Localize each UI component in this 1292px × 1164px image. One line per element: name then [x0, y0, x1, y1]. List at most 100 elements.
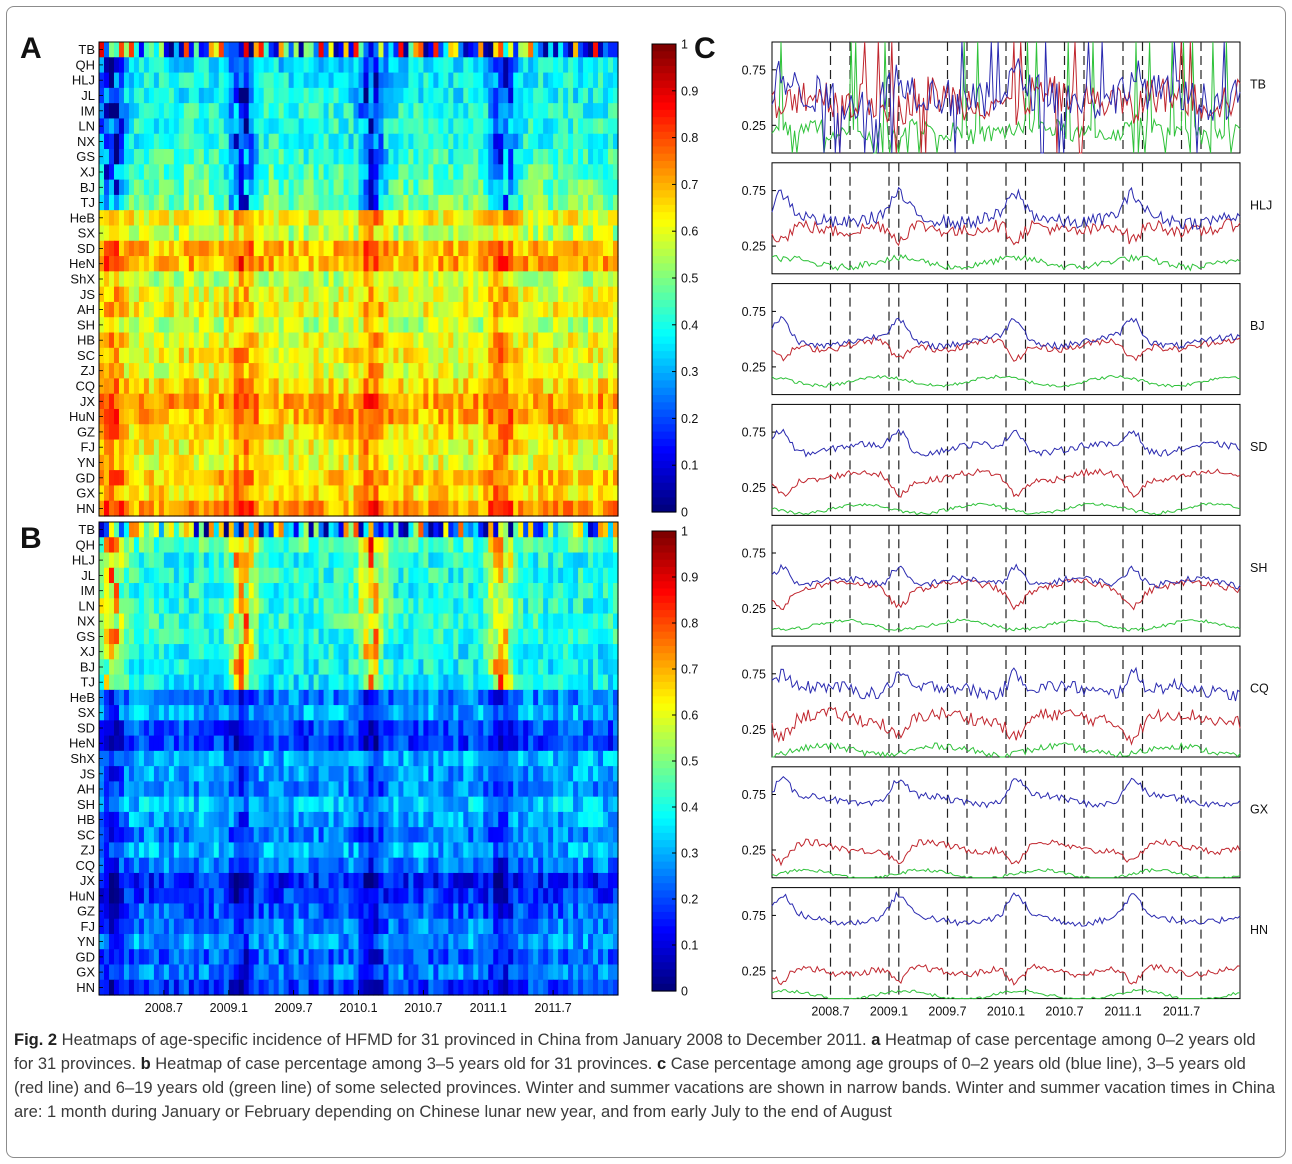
heat-cell	[398, 720, 405, 737]
heat-cell	[298, 567, 305, 584]
heat-cell	[298, 57, 305, 74]
heat-cell	[193, 87, 200, 104]
heat-cell	[488, 164, 494, 181]
heat-cell	[418, 628, 424, 645]
heat-cell	[203, 485, 210, 502]
heat-cell	[373, 118, 380, 135]
heat-cell	[108, 363, 115, 379]
heat-cell	[483, 133, 489, 150]
heat-cell	[213, 408, 220, 425]
heat-cell	[228, 567, 235, 584]
heat-cell	[433, 87, 439, 104]
heat-cell	[483, 424, 489, 441]
heat-cell	[473, 194, 479, 211]
heat-cell	[118, 42, 125, 58]
heat-cell	[123, 317, 130, 334]
heat-cell	[408, 225, 414, 242]
heat-cell	[568, 103, 574, 120]
heat-cell	[543, 689, 549, 706]
heat-cell	[398, 133, 405, 150]
heat-cell	[348, 301, 355, 318]
heat-cell	[383, 42, 390, 58]
heat-cell	[108, 194, 115, 211]
heat-cell	[603, 179, 609, 196]
heat-cell	[318, 537, 325, 554]
heat-cell	[268, 363, 275, 379]
heat-cell	[388, 194, 395, 211]
heat-cell	[508, 567, 514, 584]
heat-cell	[443, 454, 449, 471]
heat-cell	[208, 628, 215, 645]
heat-cell	[498, 164, 504, 181]
heat-cell	[218, 439, 225, 456]
heat-cell	[318, 103, 325, 120]
heat-cell	[473, 347, 479, 364]
heat-cell	[178, 408, 185, 425]
heat-cell	[388, 317, 395, 334]
heat-cell	[278, 57, 285, 74]
heat-cell	[238, 567, 245, 584]
heat-cell	[208, 133, 215, 150]
heat-cell	[518, 659, 524, 676]
heat-cell	[318, 118, 325, 135]
heat-cell	[358, 485, 365, 502]
colorbar-step	[652, 482, 676, 491]
heat-cell	[573, 500, 579, 517]
colorbar-step	[652, 95, 676, 104]
heat-cell	[463, 225, 469, 242]
heat-cell	[293, 454, 300, 471]
heat-cell	[118, 393, 125, 410]
heat-cell	[368, 256, 375, 272]
heat-cell	[478, 286, 484, 303]
heat-cell	[123, 628, 130, 645]
heat-cell	[443, 347, 449, 364]
heat-cell	[323, 363, 330, 379]
heat-cell	[103, 317, 110, 334]
heat-cell	[233, 363, 240, 379]
heat-cell	[328, 240, 335, 257]
heat-cell	[483, 470, 489, 487]
heat-cell	[273, 240, 280, 257]
heat-cell	[143, 149, 150, 165]
heat-cell	[558, 164, 564, 181]
heat-cell	[433, 164, 439, 181]
heat-cell	[353, 567, 360, 584]
heat-cell	[213, 659, 220, 676]
heat-cell	[218, 522, 225, 538]
heat-cell	[358, 705, 365, 721]
heat-cell	[328, 500, 335, 517]
heat-cell	[158, 567, 165, 584]
heat-cell	[173, 705, 180, 721]
heat-cell	[608, 644, 614, 660]
heat-cell	[118, 87, 125, 104]
heat-cell	[508, 87, 514, 104]
heat-cell	[393, 567, 400, 584]
heat-cell	[518, 439, 524, 456]
heat-cell	[208, 179, 215, 196]
heat-cell	[168, 210, 175, 227]
heat-cell	[183, 118, 190, 135]
heat-cell	[198, 286, 205, 303]
heat-cell	[393, 57, 400, 74]
heat-cell	[333, 674, 340, 691]
row-label: CQ	[76, 379, 96, 394]
heat-cell	[473, 332, 479, 349]
heat-cell	[108, 240, 115, 257]
heat-cell	[538, 537, 544, 554]
heat-cell	[413, 470, 419, 487]
heat-cell	[483, 628, 489, 645]
heat-cell	[198, 347, 205, 364]
heat-cell	[143, 735, 150, 752]
heat-cell	[463, 705, 469, 721]
heat-cell	[303, 301, 310, 318]
heat-cell	[123, 470, 130, 487]
heat-cell	[603, 644, 609, 660]
heat-cell	[613, 583, 619, 599]
heat-cell	[433, 103, 439, 120]
heat-cell	[178, 750, 185, 767]
heat-cell	[498, 149, 504, 165]
heat-cell	[293, 363, 300, 379]
heat-cell	[193, 705, 200, 721]
heat-cell	[178, 133, 185, 150]
heat-cell	[358, 613, 365, 630]
